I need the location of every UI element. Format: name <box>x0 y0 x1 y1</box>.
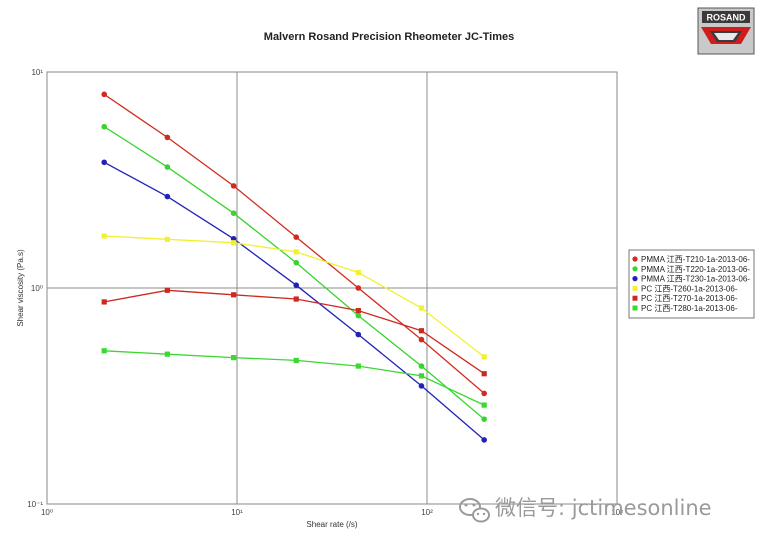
x-axis-label: Shear rate (/s) <box>306 520 357 529</box>
data-point <box>164 351 170 357</box>
series-6 <box>101 348 487 408</box>
data-point <box>355 307 361 314</box>
data-point <box>293 259 300 266</box>
grid-lines <box>47 72 617 504</box>
series-4 <box>101 233 487 360</box>
data-point <box>230 183 237 189</box>
legend-label: PMMA 江西-T210-1a-2013-06- <box>641 255 750 264</box>
legend-label: PC 江西-T280-1a-2013-06- <box>641 304 738 313</box>
rosand-logo: ROSAND <box>697 7 755 55</box>
legend-marker <box>632 256 638 262</box>
data-point <box>481 416 487 422</box>
x-tick-label: 10³ <box>611 508 623 517</box>
data-point <box>164 193 171 200</box>
series-5 <box>101 287 487 377</box>
data-point <box>481 371 487 377</box>
data-point <box>293 357 299 364</box>
legend-marker <box>632 295 638 301</box>
data-point <box>164 134 171 141</box>
y-tick-label: 10¹ <box>31 68 43 77</box>
wechat-icon <box>459 498 490 523</box>
data-point <box>101 123 107 130</box>
legend-item: PMMA 江西-T220-1a-2013-06- <box>632 265 750 274</box>
legend-label: PMMA 江西-T230-1a-2013-06- <box>641 275 750 284</box>
legend-box <box>628 249 755 319</box>
data-point <box>481 354 487 360</box>
legend-item: PC 江西-T270-1a-2013-06- <box>632 294 738 303</box>
data-point <box>101 159 107 166</box>
data-series <box>101 91 487 443</box>
data-point <box>101 299 107 305</box>
data-point <box>230 210 237 216</box>
data-point <box>164 236 170 242</box>
watermark-text: 微信号: jctimesonline <box>495 496 712 520</box>
x-tick-label: 10¹ <box>231 508 243 517</box>
data-point <box>164 287 170 293</box>
data-point <box>293 249 299 255</box>
legend-marker <box>632 285 638 291</box>
chart-title: Malvern Rosand Precision Rheometer JC-Ti… <box>264 31 514 43</box>
data-point <box>355 312 362 319</box>
data-point <box>231 240 237 246</box>
legend-marker <box>632 266 638 272</box>
data-point <box>101 233 107 239</box>
legend-marker <box>632 276 638 282</box>
data-point <box>355 269 361 276</box>
data-point <box>101 91 107 98</box>
data-point <box>355 331 362 338</box>
data-point <box>293 282 300 289</box>
data-point <box>418 305 425 311</box>
legend: PMMA 江西-T210-1a-2013-06-PMMA 江西-T220-1a-… <box>628 249 755 319</box>
data-point <box>355 363 361 369</box>
legend-label: PC 江西-T270-1a-2013-06- <box>641 294 738 303</box>
data-point <box>481 437 487 443</box>
y-tick-label: 10⁻¹ <box>27 500 43 509</box>
data-point <box>231 355 237 361</box>
legend-item: PC 江西-T260-1a-2013-06- <box>632 284 738 293</box>
legend-item: PMMA 江西-T210-1a-2013-06- <box>632 255 750 264</box>
data-point <box>355 285 362 291</box>
logo-text: ROSAND <box>706 13 746 23</box>
data-point <box>101 348 107 354</box>
data-point <box>418 328 425 334</box>
data-point <box>481 402 487 408</box>
y-tick-label: 10⁰ <box>31 284 43 293</box>
legend-item: PC 江西-T280-1a-2013-06- <box>632 304 738 313</box>
series-3 <box>101 159 487 443</box>
legend-item: PMMA 江西-T230-1a-2013-06- <box>632 275 750 284</box>
watermark: 微信号: jctimesonline <box>459 496 712 523</box>
data-point <box>418 373 425 379</box>
legend-label: PC 江西-T260-1a-2013-06- <box>641 284 738 293</box>
x-tick-label: 10² <box>421 508 433 517</box>
x-tick-label: 10⁰ <box>41 508 53 517</box>
series-1 <box>101 91 487 397</box>
y-axis-label: Shear viscosity (Pa.s) <box>16 249 25 327</box>
data-point <box>164 164 171 170</box>
data-point <box>293 296 299 302</box>
series-2 <box>101 123 487 422</box>
data-point <box>418 336 425 343</box>
data-point <box>418 363 425 369</box>
legend-label: PMMA 江西-T220-1a-2013-06- <box>641 265 750 274</box>
legend-marker <box>632 305 638 311</box>
data-point <box>418 383 425 389</box>
data-point <box>231 292 237 298</box>
data-point <box>481 390 487 397</box>
data-point <box>293 234 300 240</box>
